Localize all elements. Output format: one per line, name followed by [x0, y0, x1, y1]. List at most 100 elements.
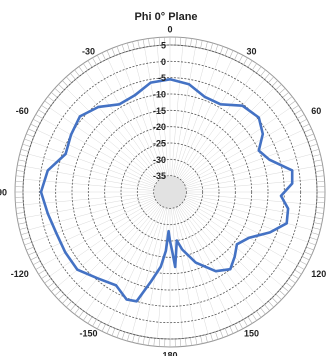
dial-tick [23, 237, 31, 239]
dial-tick [244, 58, 248, 65]
dial-tick [311, 149, 319, 151]
dial-tick [314, 160, 322, 162]
dial-tick [23, 144, 31, 146]
dial-tick [59, 294, 65, 300]
dial-tick [264, 73, 269, 79]
dial-tick [21, 233, 29, 235]
dial-tick [66, 77, 71, 83]
dial-tick [75, 308, 80, 314]
radial-tick-label: -25 [153, 139, 166, 149]
dial-tick [268, 77, 273, 83]
dial-tick [45, 101, 51, 106]
dial-tick [295, 110, 302, 114]
dial-tick [28, 129, 35, 132]
dial-tick [102, 53, 106, 60]
dial-tick [17, 165, 25, 166]
dial-tick [225, 48, 228, 55]
dial-tick [79, 311, 84, 317]
angle-tick-label: 0 [167, 25, 172, 35]
dial-tick [39, 270, 46, 274]
dial-tick [316, 170, 324, 171]
dial-tick [190, 338, 191, 346]
radial-tick-label: 5 [161, 41, 166, 51]
dial-tick [300, 119, 307, 123]
dial-tick [122, 45, 124, 53]
radial-tick-label: 0 [161, 57, 166, 67]
dial-tick [311, 233, 319, 235]
dial-tick [83, 314, 87, 321]
dial-tick [112, 48, 115, 55]
dial-tick [310, 237, 318, 239]
dial-tick [59, 84, 65, 90]
dial-tick [289, 278, 295, 283]
dial-tick [256, 311, 261, 317]
dial-tick [15, 181, 23, 182]
dial-tick [313, 155, 321, 157]
radial-tick-label: -20 [153, 122, 166, 132]
radial-tick-label: -10 [153, 90, 166, 100]
dial-tick [190, 39, 191, 47]
dial-tick [261, 70, 266, 76]
dial-tick [234, 324, 238, 331]
radial-tick-label: -5 [158, 73, 166, 83]
angle-tick-label: 180 [162, 351, 177, 357]
angle-tick-label: -60 [16, 106, 29, 116]
dial-tick [239, 55, 243, 62]
dial-tick [15, 202, 23, 203]
dial-tick [83, 63, 87, 70]
dial-tick [66, 301, 71, 307]
dial-tick [295, 270, 302, 274]
angle-tick-label: -120 [11, 269, 29, 279]
dial-tick [36, 266, 43, 270]
radial-tick-label: -15 [153, 106, 166, 116]
angle-tick-label: 120 [311, 269, 326, 279]
dial-tick [315, 165, 323, 166]
dial-tick [180, 37, 181, 45]
dial-tick [75, 70, 80, 76]
dial-tick [148, 39, 149, 47]
dial-tick [51, 286, 57, 291]
dial-tick [317, 181, 325, 182]
dial-tick [138, 40, 140, 48]
dial-tick [196, 337, 197, 345]
dial-tick [248, 61, 252, 68]
dial-tick [252, 63, 256, 70]
dial-tick [33, 261, 40, 265]
dial-tick [306, 247, 313, 250]
dial-tick [159, 37, 160, 45]
angle-tick-label: 30 [246, 46, 256, 56]
dial-tick [36, 115, 43, 119]
dial-tick [314, 223, 322, 225]
dial-tick [88, 317, 92, 324]
dial-tick [138, 336, 140, 344]
dial-tick [31, 124, 38, 128]
dial-tick [154, 338, 155, 346]
dial-tick [18, 223, 26, 225]
dial-tick [264, 305, 269, 311]
dial-tick [225, 328, 228, 335]
dial-tick [180, 339, 181, 347]
dial-tick [127, 333, 129, 341]
dial-tick [107, 326, 110, 333]
radial-tick-label: -35 [153, 171, 166, 181]
dial-tick [79, 67, 84, 73]
dial-tick [220, 330, 223, 338]
angle-tick-label: -30 [82, 46, 95, 56]
dial-tick [159, 339, 160, 347]
dial-tick [117, 330, 120, 338]
dial-tick [244, 319, 248, 326]
dial-tick [93, 58, 97, 65]
dial-tick [17, 218, 25, 219]
dial-tick [55, 290, 61, 295]
dial-tick [252, 314, 256, 321]
dial-tick [70, 305, 75, 311]
dial-tick [154, 38, 155, 46]
dial-tick [143, 39, 144, 47]
dial-tick [304, 252, 311, 255]
dial-tick [256, 67, 261, 73]
dial-tick [248, 317, 252, 324]
dial-tick [313, 228, 321, 230]
dial-tick [41, 274, 48, 278]
